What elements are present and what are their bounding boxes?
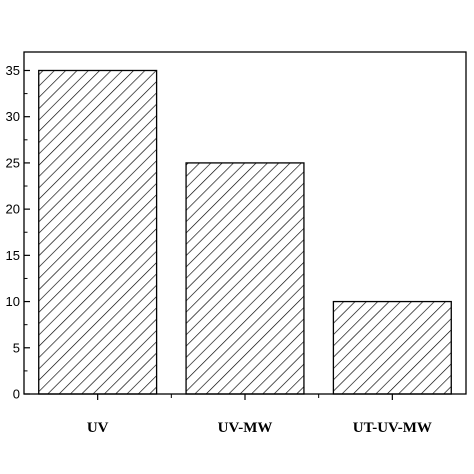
y-tick-label-35: 35: [6, 63, 20, 78]
x-tick-label-uv-mw: UV-MW: [218, 420, 273, 436]
y-tick-label-0: 0: [13, 387, 20, 402]
plot-area: 0 5 10 15 20 25 30 35 UV UV-MW UT-UV-MW: [6, 51, 467, 436]
bar-uv: [38, 69, 158, 395]
x-tick-label-ut-uv-mw: UT-UV-MW: [353, 420, 432, 436]
y-tick-label-25: 25: [6, 155, 20, 170]
y-tick-label-10: 10: [6, 294, 20, 309]
y-tick-label-20: 20: [6, 202, 20, 217]
y-tick-label-30: 30: [6, 109, 20, 124]
x-tick-label-uv: UV: [87, 420, 109, 436]
y-tick-label-5: 5: [13, 340, 20, 355]
bar-uv-mw: [185, 162, 305, 395]
y-tick-label-15: 15: [6, 248, 20, 263]
bar-ut-uv-mw: [332, 300, 452, 395]
